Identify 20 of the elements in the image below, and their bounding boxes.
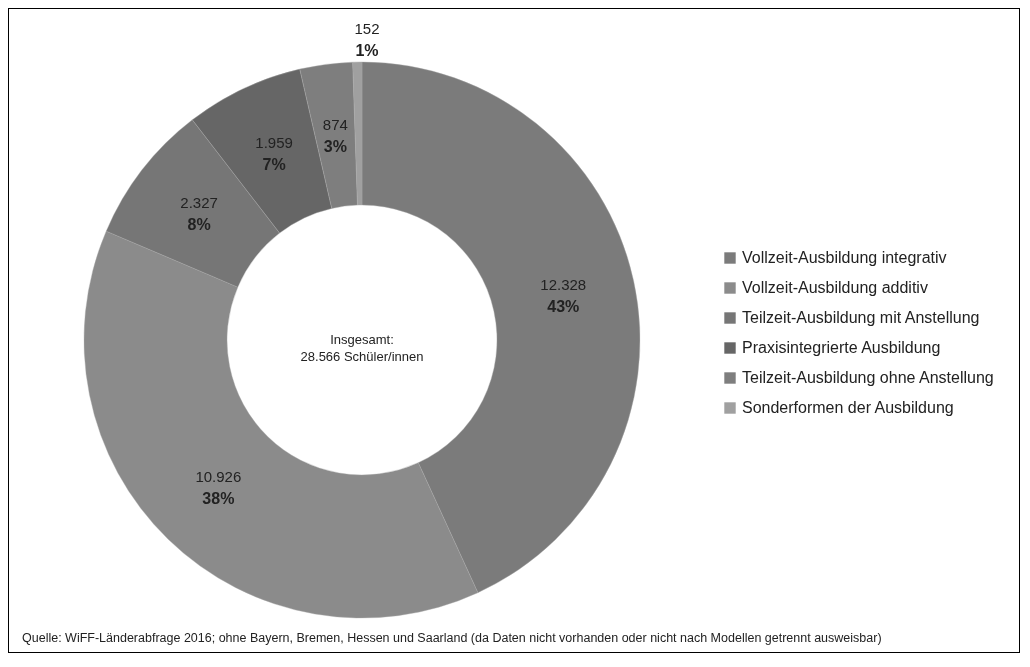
text: 7% (262, 155, 286, 173)
legend-label: Praxisintegrierte Ausbildung (742, 339, 941, 356)
text: 1% (355, 42, 379, 60)
legend-label: Vollzeit-Ausbildung integrativ (742, 249, 947, 266)
text: 43% (547, 298, 580, 316)
legend-label: Sonderformen der Ausbildung (742, 399, 954, 416)
data-label: 152 (354, 20, 380, 38)
source-note: Quelle: WiFF-Länderabfrage 2016; ohne Bayern, Bremen, Hessen und Saarland (da Daten nicht vorhanden oder nicht nach Modellen getrennt ausweisbar) (22, 631, 882, 645)
data-label: 12.328 (540, 276, 587, 294)
text: 8% (187, 215, 211, 233)
data-label: 1.959 (255, 133, 293, 151)
legend-label: Teilzeit-Ausbildung ohne Anstellung (742, 369, 994, 386)
text: 3% (323, 137, 347, 155)
data-label: 2.327 (180, 193, 218, 211)
legend-label: Teilzeit-Ausbildung mit Anstellung (742, 309, 980, 326)
text: 38% (202, 489, 235, 507)
legend-label: Vollzeit-Ausbildung additiv (742, 279, 928, 296)
text: Insgesamt: 28.566 Schüler/innen (300, 332, 424, 364)
data-label: 874 (322, 115, 348, 133)
data-label: 10.926 (195, 467, 242, 485)
